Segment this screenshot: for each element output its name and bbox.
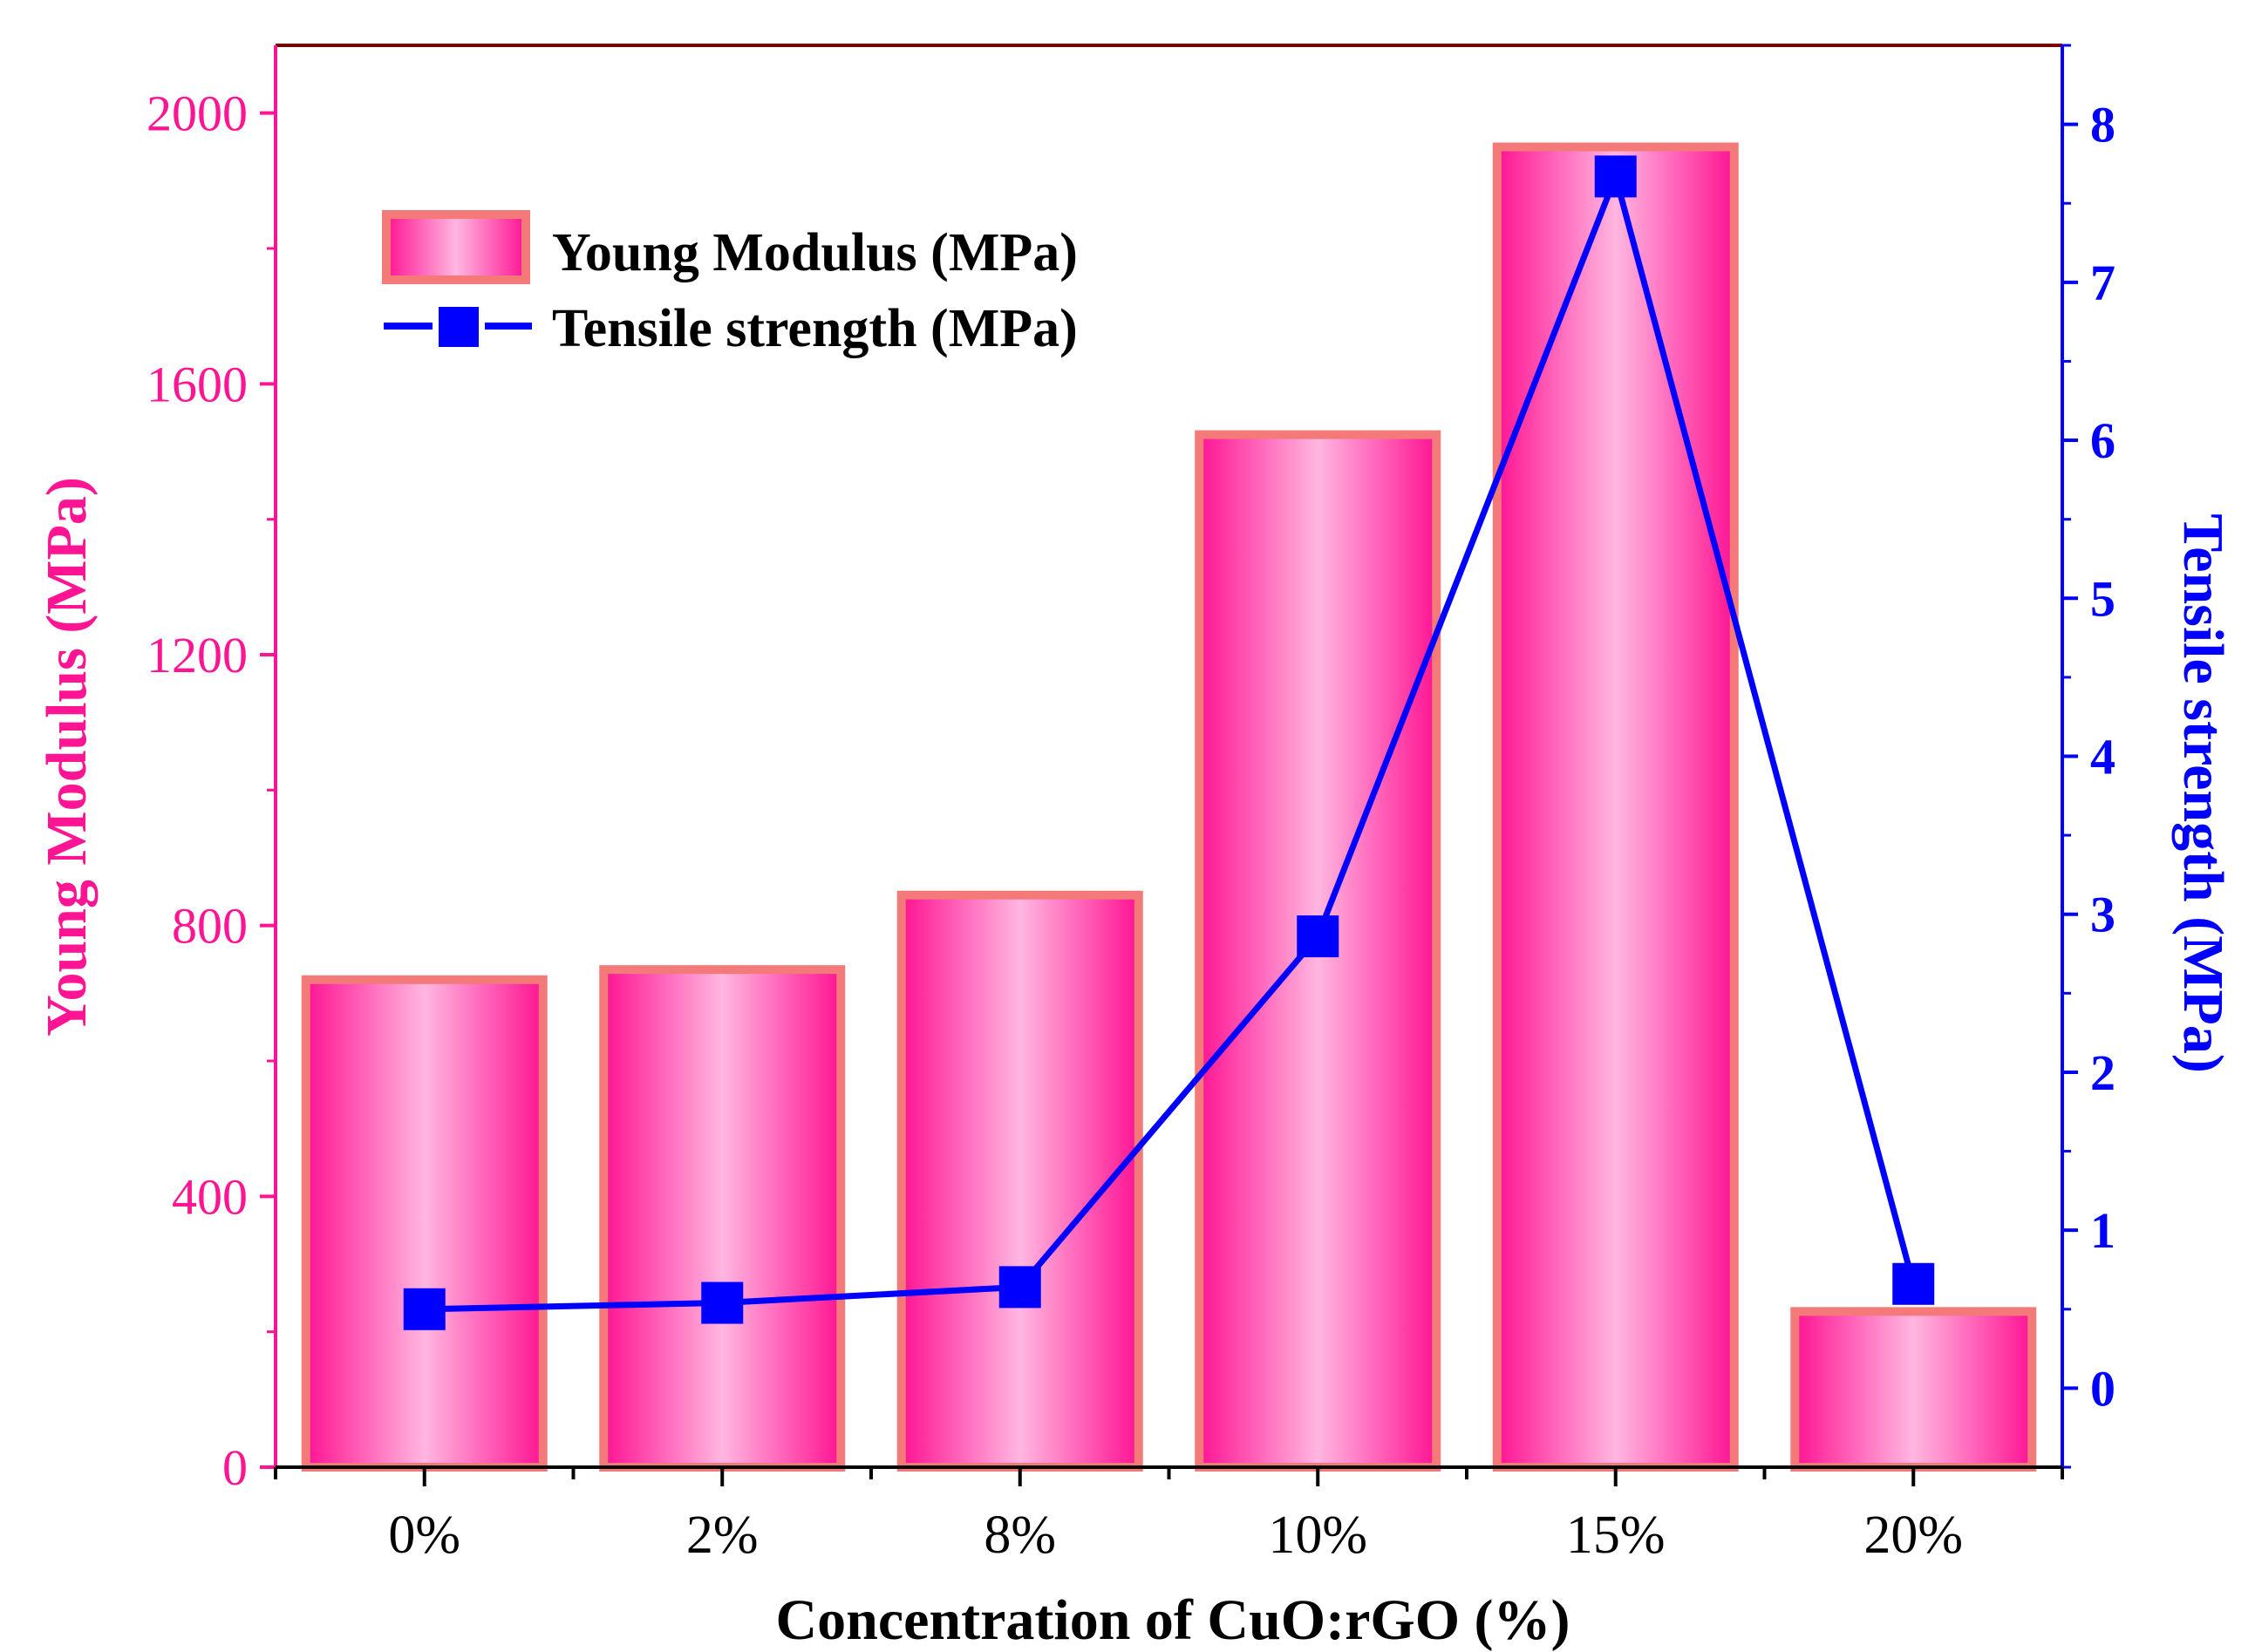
legend: Young Modulus (MPa) Tensile strength (MP…	[382, 210, 1078, 358]
tensile-marker-10pct	[1297, 915, 1339, 958]
right-tick-label: 5	[2090, 570, 2115, 627]
tensile-strength-line	[424, 167, 1917, 1313]
x-tick-label: 15%	[1566, 1506, 1666, 1565]
left-tick-label: 800	[172, 898, 248, 955]
right-tick-label: 8	[2090, 97, 2115, 153]
left-tick-label: 2000	[146, 85, 248, 142]
right-tick-label: 4	[2090, 729, 2115, 785]
x-tick-label: 20%	[1863, 1506, 1963, 1565]
left-tick-label: 1200	[146, 627, 248, 683]
bars-layer	[301, 142, 2037, 1472]
tensile-marker-20pct	[1892, 1262, 1935, 1305]
bar-20pct	[1790, 1307, 2037, 1472]
bar-0pct	[301, 975, 548, 1472]
x-tick-label: 0%	[388, 1506, 460, 1565]
left-tick-label: 1600	[146, 356, 248, 412]
right-tick-label: 1	[2090, 1202, 2115, 1259]
bar-15pct	[1492, 142, 1739, 1472]
tensile-marker-8pct	[998, 1266, 1041, 1309]
right-tick-label: 7	[2090, 255, 2115, 311]
x-axis-ticks: 0% 2% 8% 10% 15% 20%	[274, 1467, 2064, 1565]
right-tick-label: 2	[2090, 1044, 2115, 1101]
legend-label-tensile-strength: Tensile strength (MPa)	[552, 299, 1078, 358]
left-axis-title: Young Modulus (MPa)	[35, 477, 99, 1037]
right-axis-ticks: 0 1 2 3 4 5 6 7 8	[2062, 44, 2115, 1469]
tensile-marker-0pct	[403, 1288, 446, 1330]
left-tick-label: 0	[222, 1439, 248, 1496]
x-axis-title: Concentration of CuO:rGO (%)	[775, 1588, 1570, 1652]
x-tick-label: 10%	[1268, 1506, 1367, 1565]
legend-label-young-modulus: Young Modulus (MPa)	[552, 223, 1078, 282]
bar-8pct	[896, 890, 1143, 1472]
x-tick-label: 8%	[984, 1506, 1056, 1565]
right-axis-title: Tensile strength (MPa)	[2171, 513, 2235, 1073]
right-tick-label: 6	[2090, 412, 2115, 469]
bar-2pct	[599, 965, 846, 1472]
x-tick-label: 2%	[686, 1506, 759, 1565]
right-tick-label: 3	[2090, 887, 2115, 943]
right-tick-label: 0	[2090, 1360, 2115, 1417]
legend-swatch-tensile-strength-marker	[439, 307, 479, 347]
legend-swatch-young-modulus	[382, 210, 530, 284]
left-axis-ticks: 0 400 800 1200 1600 2000	[146, 85, 276, 1496]
left-tick-label: 400	[172, 1168, 248, 1225]
tensile-marker-2pct	[701, 1281, 744, 1324]
tensile-strength-series	[403, 155, 1935, 1330]
tensile-marker-15pct	[1594, 155, 1637, 198]
